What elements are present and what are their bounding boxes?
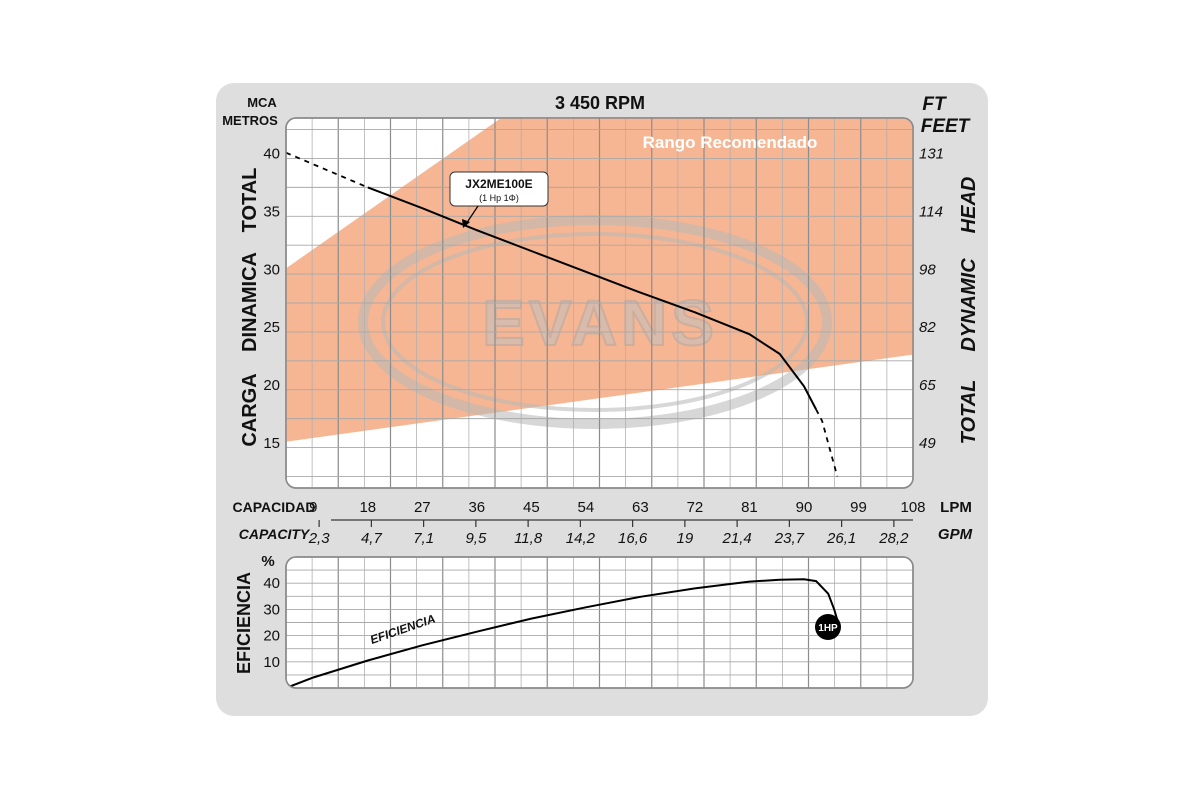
x-tick-label-lpm: 36 [468,499,485,516]
efficiency-y-ticks: 10 20 30 40 [263,575,280,671]
efficiency-y-tick-label: 10 [263,654,280,671]
hp-badge-label: 1HP [818,623,838,634]
capacity-label-en: CAPACITY [239,526,311,542]
efficiency-curve [286,578,839,688]
y-tick-label-mca: 15 [263,435,280,452]
jx2me100e-head-curve-extrapolated-low [286,151,369,189]
model-spec: (1 Hp 1Φ) [479,193,519,203]
capacity-ticks-gpm: 2,3 4,7 7,1 9,5 11,8 14,2 16,6 19 21,4 23,7 26,1 28… [308,520,909,547]
jx2me100e-head-curve [367,186,817,410]
x-tick-label-gpm: 19 [677,530,694,547]
x-tick-label-gpm: 23,7 [774,530,805,547]
x-tick-label-lpm: 72 [687,499,704,516]
y-tick-label-mca: 20 [263,377,280,394]
x-tick-label-gpm: 14,2 [566,530,596,547]
left-unit-metros: METROS [222,113,278,128]
x-tick-label-gpm: 26,1 [826,530,856,547]
x-tick-label-lpm: 54 [578,499,595,516]
efficiency-y-tick-label: 20 [263,628,280,645]
right-axis-title-total: TOTAL [958,380,980,445]
y-tick-label-mca: 35 [263,204,280,221]
right-axis-title-dynamic: DYNAMIC [958,258,980,352]
right-unit-ft: FT [922,94,947,115]
y-tick-label-ft: 65 [919,377,936,394]
x-tick-label-gpm: 7,1 [413,530,434,547]
x-tick-label-gpm: 4,7 [361,530,383,547]
capacity-ticks-lpm: 9 18 27 36 45 54 63 72 81 90 99 108 [309,499,925,516]
x-tick-label-lpm: 108 [900,499,925,516]
left-unit-mca: MCA [247,95,277,110]
x-tick-label-lpm: 99 [850,499,867,516]
x-tick-label-lpm: 81 [741,499,758,516]
right-unit-feet: FEET [921,116,971,137]
model-callout: JX2ME100E (1 Hp 1Φ) [449,171,549,228]
y-tick-label-ft: 98 [919,261,936,278]
y-tick-label-ft: 49 [919,435,936,452]
y-tick-label-ft: 114 [919,204,943,221]
x-tick-label-gpm: 9,5 [465,530,487,547]
x-tick-label-lpm: 27 [414,499,431,516]
x-tick-label-lpm: 63 [632,499,649,516]
efficiency-unit: % [261,553,274,570]
head-y-ticks-ft: 49 65 82 98 114 131 [919,146,944,452]
left-axis-title-total: TOTAL [239,168,261,233]
lpm-unit: LPM [940,499,972,516]
capacity-label-es: CAPACIDAD [233,499,316,515]
x-tick-label-lpm: 45 [523,499,540,516]
left-axis-title-dinamica: DINAMICA [239,252,261,352]
head-y-ticks-mca: 15 20 25 30 35 40 [263,146,280,452]
right-axis-title-head: HEAD [958,177,980,234]
gpm-unit: GPM [938,526,973,543]
y-tick-label-mca: 30 [263,261,280,278]
x-tick-label-gpm: 2,3 [308,530,331,547]
y-tick-label-ft: 131 [919,146,944,163]
x-tick-label-gpm: 11,8 [514,530,543,547]
x-tick-label-lpm: 90 [796,499,813,516]
recommended-range-label: Rango Recomendado [643,133,818,152]
x-tick-label-gpm: 16,6 [618,530,648,547]
x-tick-label-gpm: 28,2 [878,530,909,547]
jx2me100e-head-curve-extrapolated-high [815,408,839,477]
efficiency-y-tick-label: 40 [263,575,280,592]
efficiency-grid [286,557,913,688]
efficiency-y-tick-label: 30 [263,601,280,618]
x-tick-label-gpm: 21,4 [722,530,752,547]
y-tick-label-mca: 40 [263,146,280,163]
left-axis-title-carga: CARGA [239,373,261,446]
efficiency-axis-title: EFICIENCIA [234,572,254,674]
y-tick-label-ft: 82 [919,319,936,336]
model-name: JX2ME100E [465,177,532,191]
y-tick-label-mca: 25 [263,319,280,336]
hp-badge: 1HP [815,614,841,640]
x-tick-label-lpm: 18 [359,499,376,516]
chart-title: 3 450 RPM [555,93,645,113]
x-tick-label-lpm: 9 [309,499,317,516]
